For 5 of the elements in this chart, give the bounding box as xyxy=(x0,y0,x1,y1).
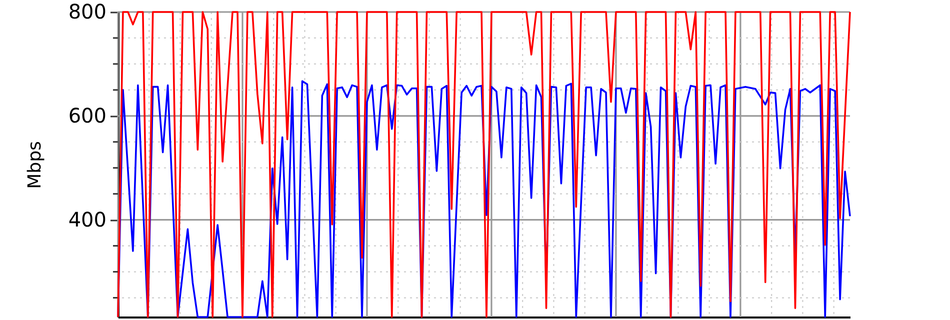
y-tick-label: 600 xyxy=(68,103,106,128)
y-tick-label: 800 xyxy=(68,0,106,24)
y-axis-title: Mbps xyxy=(24,141,46,189)
y-tick-label: 400 xyxy=(68,207,106,232)
line-series xyxy=(117,11,851,318)
